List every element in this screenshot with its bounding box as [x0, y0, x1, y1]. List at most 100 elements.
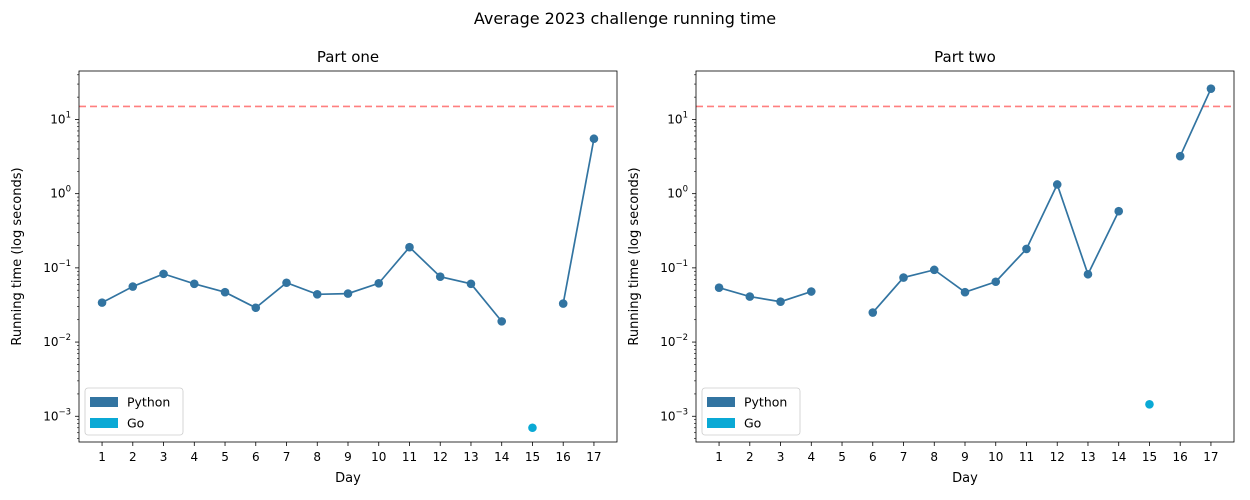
legend-swatch-go: [90, 418, 118, 428]
data-point-python-day-5: [220, 287, 230, 297]
data-point-python-day-2: [745, 292, 755, 301]
data-point-python-day-10: [374, 278, 384, 288]
x-tick-label: 3: [777, 450, 785, 464]
legend-label-python: Python: [744, 395, 787, 410]
x-axis-label: Day: [952, 471, 978, 486]
y-tick-label: 101: [667, 110, 688, 126]
legend-swatch-python: [90, 397, 118, 407]
data-point-python-day-11: [1022, 244, 1031, 254]
data-point-python-day-12: [1052, 180, 1062, 189]
data-point-python-day-3: [776, 297, 785, 306]
legend: Python Go: [701, 387, 801, 436]
data-point-python-day-4: [806, 287, 816, 296]
x-tick-label: 13: [1080, 450, 1095, 464]
x-tick-label: 9: [961, 450, 969, 464]
y-tick-label: 101: [50, 110, 71, 126]
x-tick-label: 16: [556, 450, 571, 464]
data-point-python-day-7: [899, 273, 908, 282]
x-axis-label: Day: [335, 471, 361, 486]
series-go: [528, 423, 537, 433]
x-tick-label: 12: [433, 450, 448, 464]
y-tick-label: 10−3: [660, 407, 688, 423]
x-tick-label: 1: [715, 450, 723, 464]
x-tick-label: 4: [807, 450, 815, 464]
y-tick-label: 100: [667, 185, 688, 201]
x-tick-label: 10: [371, 450, 386, 464]
legend-label-go: Go: [127, 416, 144, 431]
series-line-python: [101, 245, 503, 322]
x-tick-label: 5: [838, 450, 846, 464]
legend-label-python: Python: [127, 395, 170, 410]
x-tick-label: 8: [313, 450, 321, 464]
data-point-python-day-13: [466, 279, 476, 289]
y-axis-label: Running time (log seconds): [627, 167, 642, 345]
data-point-python-day-7: [282, 278, 291, 288]
x-tick-label: 11: [402, 450, 417, 464]
x-tick-label: 14: [494, 450, 509, 464]
plot-frame: [695, 70, 1235, 443]
data-point-python-day-12: [435, 272, 445, 282]
x-tick-label: 14: [1111, 450, 1126, 464]
y-axis-label: Running time (log seconds): [10, 167, 25, 345]
x-tick-label: 8: [930, 450, 938, 464]
data-point-python-day-1: [714, 283, 724, 293]
series-python: [714, 84, 1216, 317]
data-point-python-day-8: [312, 290, 322, 299]
legend-swatch-go: [707, 418, 735, 428]
x-tick-label: 4: [190, 450, 198, 464]
series-line-python: [718, 286, 812, 303]
data-point-python-day-6: [868, 308, 878, 317]
x-tick-label: 12: [1050, 450, 1065, 464]
figure-title: Average 2023 challenge running time: [474, 9, 776, 28]
x-tick-label: 15: [525, 450, 540, 464]
x-tick-label: 1: [98, 450, 106, 464]
panel-title: Part two: [934, 48, 996, 66]
data-point-python-day-13: [1083, 269, 1093, 279]
series-line-python: [562, 138, 595, 304]
legend-swatch-python: [707, 397, 735, 407]
plot-frame: [78, 70, 618, 443]
data-point-python-day-1: [97, 298, 107, 307]
data-point-python-day-8: [929, 265, 939, 275]
data-point-go-day-15: [528, 423, 537, 433]
x-tick-label: 15: [1142, 450, 1157, 464]
data-point-go-day-15: [1145, 399, 1154, 409]
x-tick-label: 7: [900, 450, 908, 464]
y-tick-label: 100: [50, 185, 71, 201]
x-tick-label: 16: [1173, 450, 1188, 464]
data-point-python-day-9: [343, 289, 353, 298]
x-tick-label: 13: [463, 450, 478, 464]
x-tick-label: 10: [988, 450, 1003, 464]
x-tick-label: 17: [586, 450, 601, 464]
data-point-python-day-16: [558, 299, 568, 308]
data-point-python-day-3: [159, 269, 168, 279]
data-point-python-day-6: [251, 303, 261, 313]
y-tick-label: 10−1: [43, 259, 71, 275]
data-point-python-day-9: [960, 287, 970, 297]
data-point-python-day-17: [1206, 84, 1216, 93]
x-tick-label: 6: [252, 450, 260, 464]
x-tick-label: 5: [221, 450, 229, 464]
data-point-python-day-4: [189, 279, 199, 289]
series-go: [1145, 399, 1154, 409]
x-tick-label: 3: [160, 450, 168, 464]
panel-title: Part one: [317, 48, 379, 66]
x-tick-label: 2: [129, 450, 137, 464]
y-tick-label: 10−2: [43, 333, 71, 349]
data-point-python-day-14: [497, 317, 507, 326]
series-line-python: [872, 182, 1120, 314]
data-point-python-day-10: [991, 277, 1001, 287]
legend: Python Go: [84, 387, 184, 436]
x-tick-label: 2: [746, 450, 754, 464]
y-tick-label: 10−1: [660, 259, 688, 275]
data-point-python-day-16: [1175, 151, 1185, 161]
data-point-python-day-14: [1114, 206, 1124, 216]
y-tick-label: 10−2: [660, 333, 688, 349]
data-point-python-day-11: [405, 242, 414, 252]
series-python: [97, 134, 599, 326]
series-line-python: [1179, 88, 1212, 157]
legend-label-go: Go: [744, 416, 761, 431]
